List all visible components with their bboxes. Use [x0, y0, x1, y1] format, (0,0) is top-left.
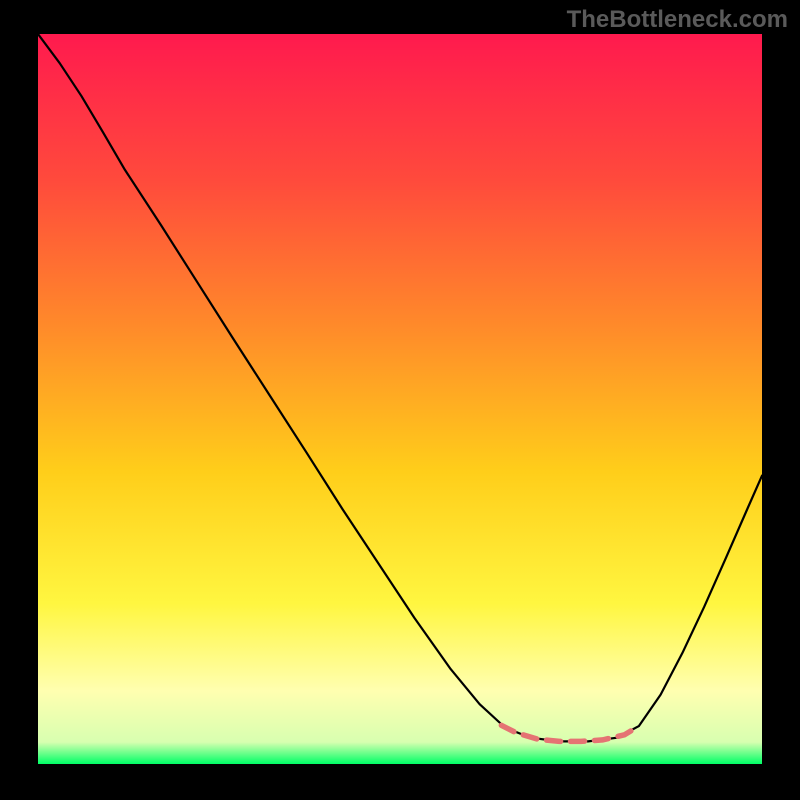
main-curve-line [38, 34, 762, 741]
plot-area [38, 34, 762, 764]
chart-container: TheBottleneck.com [0, 0, 800, 800]
curve-layer [38, 34, 762, 764]
watermark-text: TheBottleneck.com [567, 6, 788, 34]
minimum-highlight-dashes [501, 725, 639, 741]
